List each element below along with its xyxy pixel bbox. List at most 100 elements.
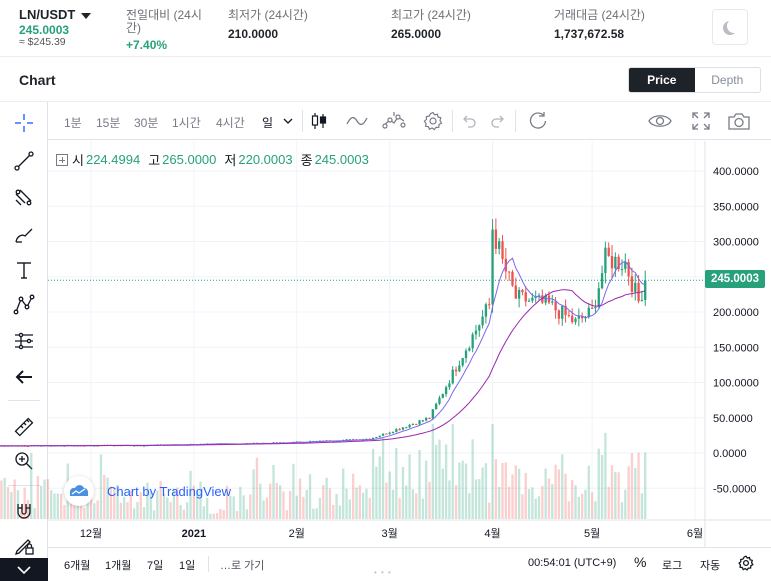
measure-lines-icon[interactable] bbox=[8, 326, 40, 356]
eye-icon[interactable] bbox=[648, 110, 672, 132]
back-arrow-icon[interactable] bbox=[8, 362, 40, 392]
volume-bar bbox=[554, 464, 557, 519]
volume-bar bbox=[478, 479, 481, 519]
interval-4h[interactable]: 4시간 bbox=[216, 116, 245, 130]
candle-body bbox=[425, 417, 428, 421]
candle-body bbox=[524, 292, 527, 302]
volume-bar bbox=[179, 505, 182, 519]
undo-icon[interactable] bbox=[457, 110, 481, 132]
range-7d[interactable]: 7일 bbox=[147, 560, 164, 572]
candle-body bbox=[634, 282, 637, 292]
interval-1m[interactable]: 1분 bbox=[64, 116, 82, 130]
candle-body bbox=[521, 289, 524, 293]
text-icon[interactable] bbox=[8, 255, 40, 285]
settings-icon[interactable] bbox=[421, 110, 445, 132]
candle-body bbox=[488, 304, 491, 306]
collapse-icon[interactable] bbox=[0, 558, 48, 581]
volume-bar bbox=[255, 457, 259, 519]
candles bbox=[0, 218, 647, 447]
indicators-icon[interactable] bbox=[382, 110, 406, 132]
pair-selector[interactable]: LN/USDT bbox=[19, 7, 92, 22]
ruler-icon[interactable] bbox=[8, 412, 40, 442]
volume-bar bbox=[587, 465, 590, 519]
volume-bar bbox=[295, 495, 298, 519]
range-6m[interactable]: 6개월 bbox=[64, 560, 91, 572]
candle-body bbox=[308, 441, 312, 443]
camera-icon[interactable] bbox=[727, 110, 751, 132]
tab-price[interactable]: Price bbox=[629, 68, 695, 92]
interval-15m[interactable]: 15분 bbox=[96, 116, 121, 130]
drawing-toolbar bbox=[0, 102, 48, 581]
candle-body bbox=[627, 262, 630, 277]
stat-high-label: 최고가 (24시간) bbox=[391, 8, 471, 22]
candle-body bbox=[431, 409, 434, 419]
tradingview-attribution[interactable]: Chart by TradingView bbox=[64, 476, 231, 506]
candle-body bbox=[156, 444, 159, 446]
volume-bar bbox=[428, 481, 431, 519]
toolbar-divider bbox=[8, 400, 40, 401]
line-icon[interactable] bbox=[345, 110, 369, 132]
volume-bar bbox=[272, 464, 275, 519]
candle-body bbox=[640, 299, 644, 302]
volume-bar bbox=[328, 488, 332, 519]
fullscreen-icon[interactable] bbox=[689, 110, 713, 132]
chart-settings-icon[interactable] bbox=[738, 555, 754, 576]
candle-body bbox=[600, 273, 604, 289]
lock-pencil-icon[interactable] bbox=[8, 530, 40, 560]
tab-depth[interactable]: Depth bbox=[711, 73, 744, 87]
auto-toggle[interactable]: 자동 bbox=[700, 560, 721, 572]
log-toggle[interactable]: 로그 bbox=[662, 560, 683, 572]
candle-body bbox=[225, 443, 229, 445]
candle-body bbox=[103, 445, 106, 447]
candle-body bbox=[315, 441, 318, 443]
volume-bar bbox=[142, 507, 146, 519]
trend-line-icon[interactable] bbox=[8, 146, 40, 176]
candle-body bbox=[332, 441, 335, 443]
crosshair-icon[interactable] bbox=[8, 108, 40, 138]
candle-body bbox=[537, 295, 541, 297]
volume-bar bbox=[335, 493, 338, 519]
volume-bar bbox=[312, 508, 315, 519]
refresh-icon[interactable] bbox=[526, 110, 550, 132]
percent-toggle[interactable]: % bbox=[634, 554, 647, 570]
range-1m[interactable]: 1개월 bbox=[105, 560, 132, 572]
volume-bar bbox=[298, 478, 302, 519]
volume-bar bbox=[444, 444, 448, 519]
usd-price: ≈ $245.39 bbox=[19, 36, 66, 48]
volume-bar bbox=[408, 454, 411, 519]
candle-body bbox=[56, 445, 59, 447]
candle-body bbox=[448, 383, 451, 388]
price-axis: 400.0000350.0000300.0000250.0000200.0000… bbox=[704, 141, 759, 547]
interval-1h[interactable]: 1시간 bbox=[172, 116, 201, 130]
goto-date[interactable]: …로 가기 bbox=[220, 560, 265, 572]
volume-bar bbox=[222, 509, 225, 519]
volume-bar bbox=[468, 493, 471, 519]
interval-dropdown-icon[interactable] bbox=[283, 114, 293, 132]
magnet-icon[interactable] bbox=[8, 496, 40, 526]
volume-bar bbox=[262, 500, 265, 519]
zoom-in-icon[interactable] bbox=[8, 446, 40, 476]
candle-body bbox=[269, 443, 272, 445]
candle-body bbox=[179, 444, 182, 446]
theme-toggle-button[interactable] bbox=[712, 9, 748, 45]
legend-collapse-icon[interactable] bbox=[56, 153, 68, 166]
candle-body bbox=[335, 440, 338, 442]
range-1d[interactable]: 1일 bbox=[179, 560, 196, 572]
interval-1d[interactable]: 일 bbox=[262, 116, 274, 130]
redo-icon[interactable] bbox=[486, 110, 510, 132]
volume-bar bbox=[551, 484, 554, 519]
pattern-icon[interactable] bbox=[8, 290, 40, 320]
brush-icon[interactable] bbox=[8, 220, 40, 250]
candles-icon[interactable] bbox=[307, 110, 331, 132]
time-axis: 12월 2021 2월 3월 4월 5월 6월 bbox=[48, 519, 771, 540]
volume-bar bbox=[342, 468, 345, 519]
candle-body bbox=[86, 445, 89, 447]
volume-bar bbox=[275, 482, 279, 519]
fib-icon[interactable] bbox=[8, 182, 40, 212]
ohlc-legend: 시 224.4994 고 265.0000 저 220.0003 종 245.0… bbox=[56, 150, 377, 169]
interval-30m[interactable]: 30분 bbox=[134, 116, 159, 130]
x-tick-label: 6월 bbox=[687, 527, 703, 540]
x-tick-label: 2021 bbox=[182, 528, 206, 540]
candle-body bbox=[149, 444, 152, 446]
candle-body bbox=[192, 444, 196, 446]
